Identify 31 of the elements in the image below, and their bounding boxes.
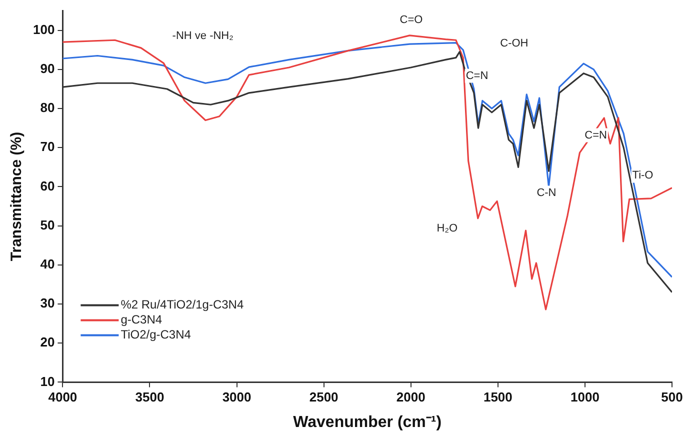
x-tick-label: 1500 bbox=[483, 390, 512, 405]
y-tick-label: 10 bbox=[40, 374, 55, 389]
y-tick-label: 90 bbox=[40, 61, 55, 76]
annotation: C-N bbox=[536, 186, 556, 199]
y-axis-title: Transmittance (%) bbox=[8, 132, 26, 262]
annotation: C=N bbox=[466, 70, 488, 82]
legend-label: TiO2/g-C3N4 bbox=[120, 328, 192, 342]
annotation: -NH ve -NH₂ bbox=[172, 30, 234, 42]
y-tick-label: 40 bbox=[40, 256, 55, 272]
y-tick-label: 60 bbox=[40, 178, 55, 194]
annotation: C-OH bbox=[500, 38, 528, 50]
annotation: Ti-O bbox=[632, 170, 654, 182]
y-tick-label: 70 bbox=[40, 139, 55, 154]
x-axis-title: Wavenumber (cm⁻¹) bbox=[293, 414, 442, 431]
legend-label: g-C3N4 bbox=[120, 312, 162, 327]
y-tick-label: 50 bbox=[40, 217, 55, 232]
x-tick-label: 2000 bbox=[396, 390, 426, 405]
annotation: C=O bbox=[400, 14, 424, 26]
y-tick-label: 80 bbox=[40, 100, 55, 116]
y-tick-label: 30 bbox=[40, 296, 55, 311]
x-tick-label: 1000 bbox=[570, 390, 600, 405]
legend-label: %2 Ru/4TiO2/1g-C3N4 bbox=[120, 298, 244, 312]
x-tick-label: 3000 bbox=[222, 390, 252, 405]
annotation: H₂O bbox=[436, 222, 458, 234]
x-tick-label: 4000 bbox=[48, 390, 78, 405]
y-tick-label: 20 bbox=[40, 334, 55, 350]
y-tick-label: 100 bbox=[32, 22, 55, 37]
x-tick-label: 500 bbox=[661, 390, 683, 405]
annotation: C=N bbox=[584, 129, 608, 142]
x-tick-label: 2500 bbox=[309, 390, 338, 405]
x-tick-label: 3500 bbox=[135, 390, 164, 405]
